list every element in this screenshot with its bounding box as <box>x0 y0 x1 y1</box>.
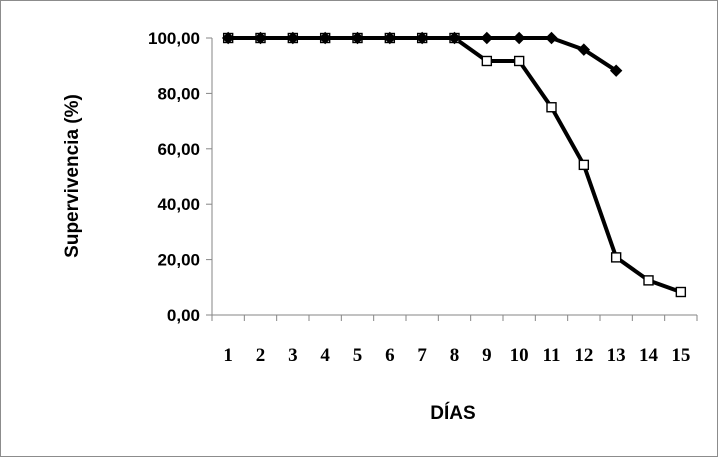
x-tick-label: 6 <box>385 345 395 366</box>
series-1-point <box>609 64 623 77</box>
x-axis-title: DÍAS <box>430 402 475 424</box>
series-1-point <box>577 43 591 56</box>
y-tick-label: 0,00 <box>167 306 200 325</box>
series-2-point <box>546 102 557 113</box>
series-1-point <box>254 31 267 45</box>
x-tick-label: 5 <box>353 345 363 366</box>
x-tick-label: 2 <box>256 345 266 366</box>
x-tick-label: 11 <box>543 345 561 366</box>
series-2-point <box>610 252 622 263</box>
x-tick-label: 10 <box>510 345 529 366</box>
series-1-point <box>448 31 461 45</box>
series-2-point <box>513 55 525 67</box>
series-2-point <box>675 286 687 298</box>
y-tick-label: 100,00 <box>148 29 200 48</box>
series-2-point <box>643 275 654 286</box>
series-1-point <box>351 31 364 45</box>
series-group <box>221 31 687 298</box>
x-tick-label: 13 <box>607 345 626 366</box>
x-tick-label: 7 <box>417 345 427 366</box>
x-tick-label: 9 <box>482 345 492 366</box>
series-1-point <box>480 31 494 45</box>
y-tick-label: 80,00 <box>157 84 200 103</box>
x-tick-label: 14 <box>639 345 659 366</box>
x-axis-ticks: 1 2 3 4 5 6 7 8 9 10 11 12 13 14 15 <box>211 315 698 366</box>
series-2-point <box>481 55 493 67</box>
y-axis-ticks: 0,00 20,00 40,00 60,00 80,00 100,00 <box>148 29 212 325</box>
y-tick-label: 20,00 <box>157 251 200 270</box>
series-1-point <box>318 31 332 45</box>
x-tick-label: 12 <box>574 345 593 366</box>
y-tick-label: 60,00 <box>157 140 200 159</box>
series-1-point <box>512 31 526 45</box>
x-tick-label: 15 <box>671 345 690 366</box>
series-1-point <box>286 31 300 45</box>
series-1-point <box>221 31 235 45</box>
x-tick-label: 8 <box>450 345 460 366</box>
series-1-point <box>545 31 558 45</box>
series-1-point <box>415 31 429 45</box>
series-2-point <box>578 159 590 171</box>
x-tick-label: 4 <box>320 345 330 366</box>
y-tick-label: 40,00 <box>157 195 200 214</box>
x-tick-label: 1 <box>223 345 233 366</box>
x-tick-label: 3 <box>288 345 298 366</box>
y-axis-title: Supervivencia (%) <box>62 94 83 258</box>
series-1-point <box>383 31 397 45</box>
